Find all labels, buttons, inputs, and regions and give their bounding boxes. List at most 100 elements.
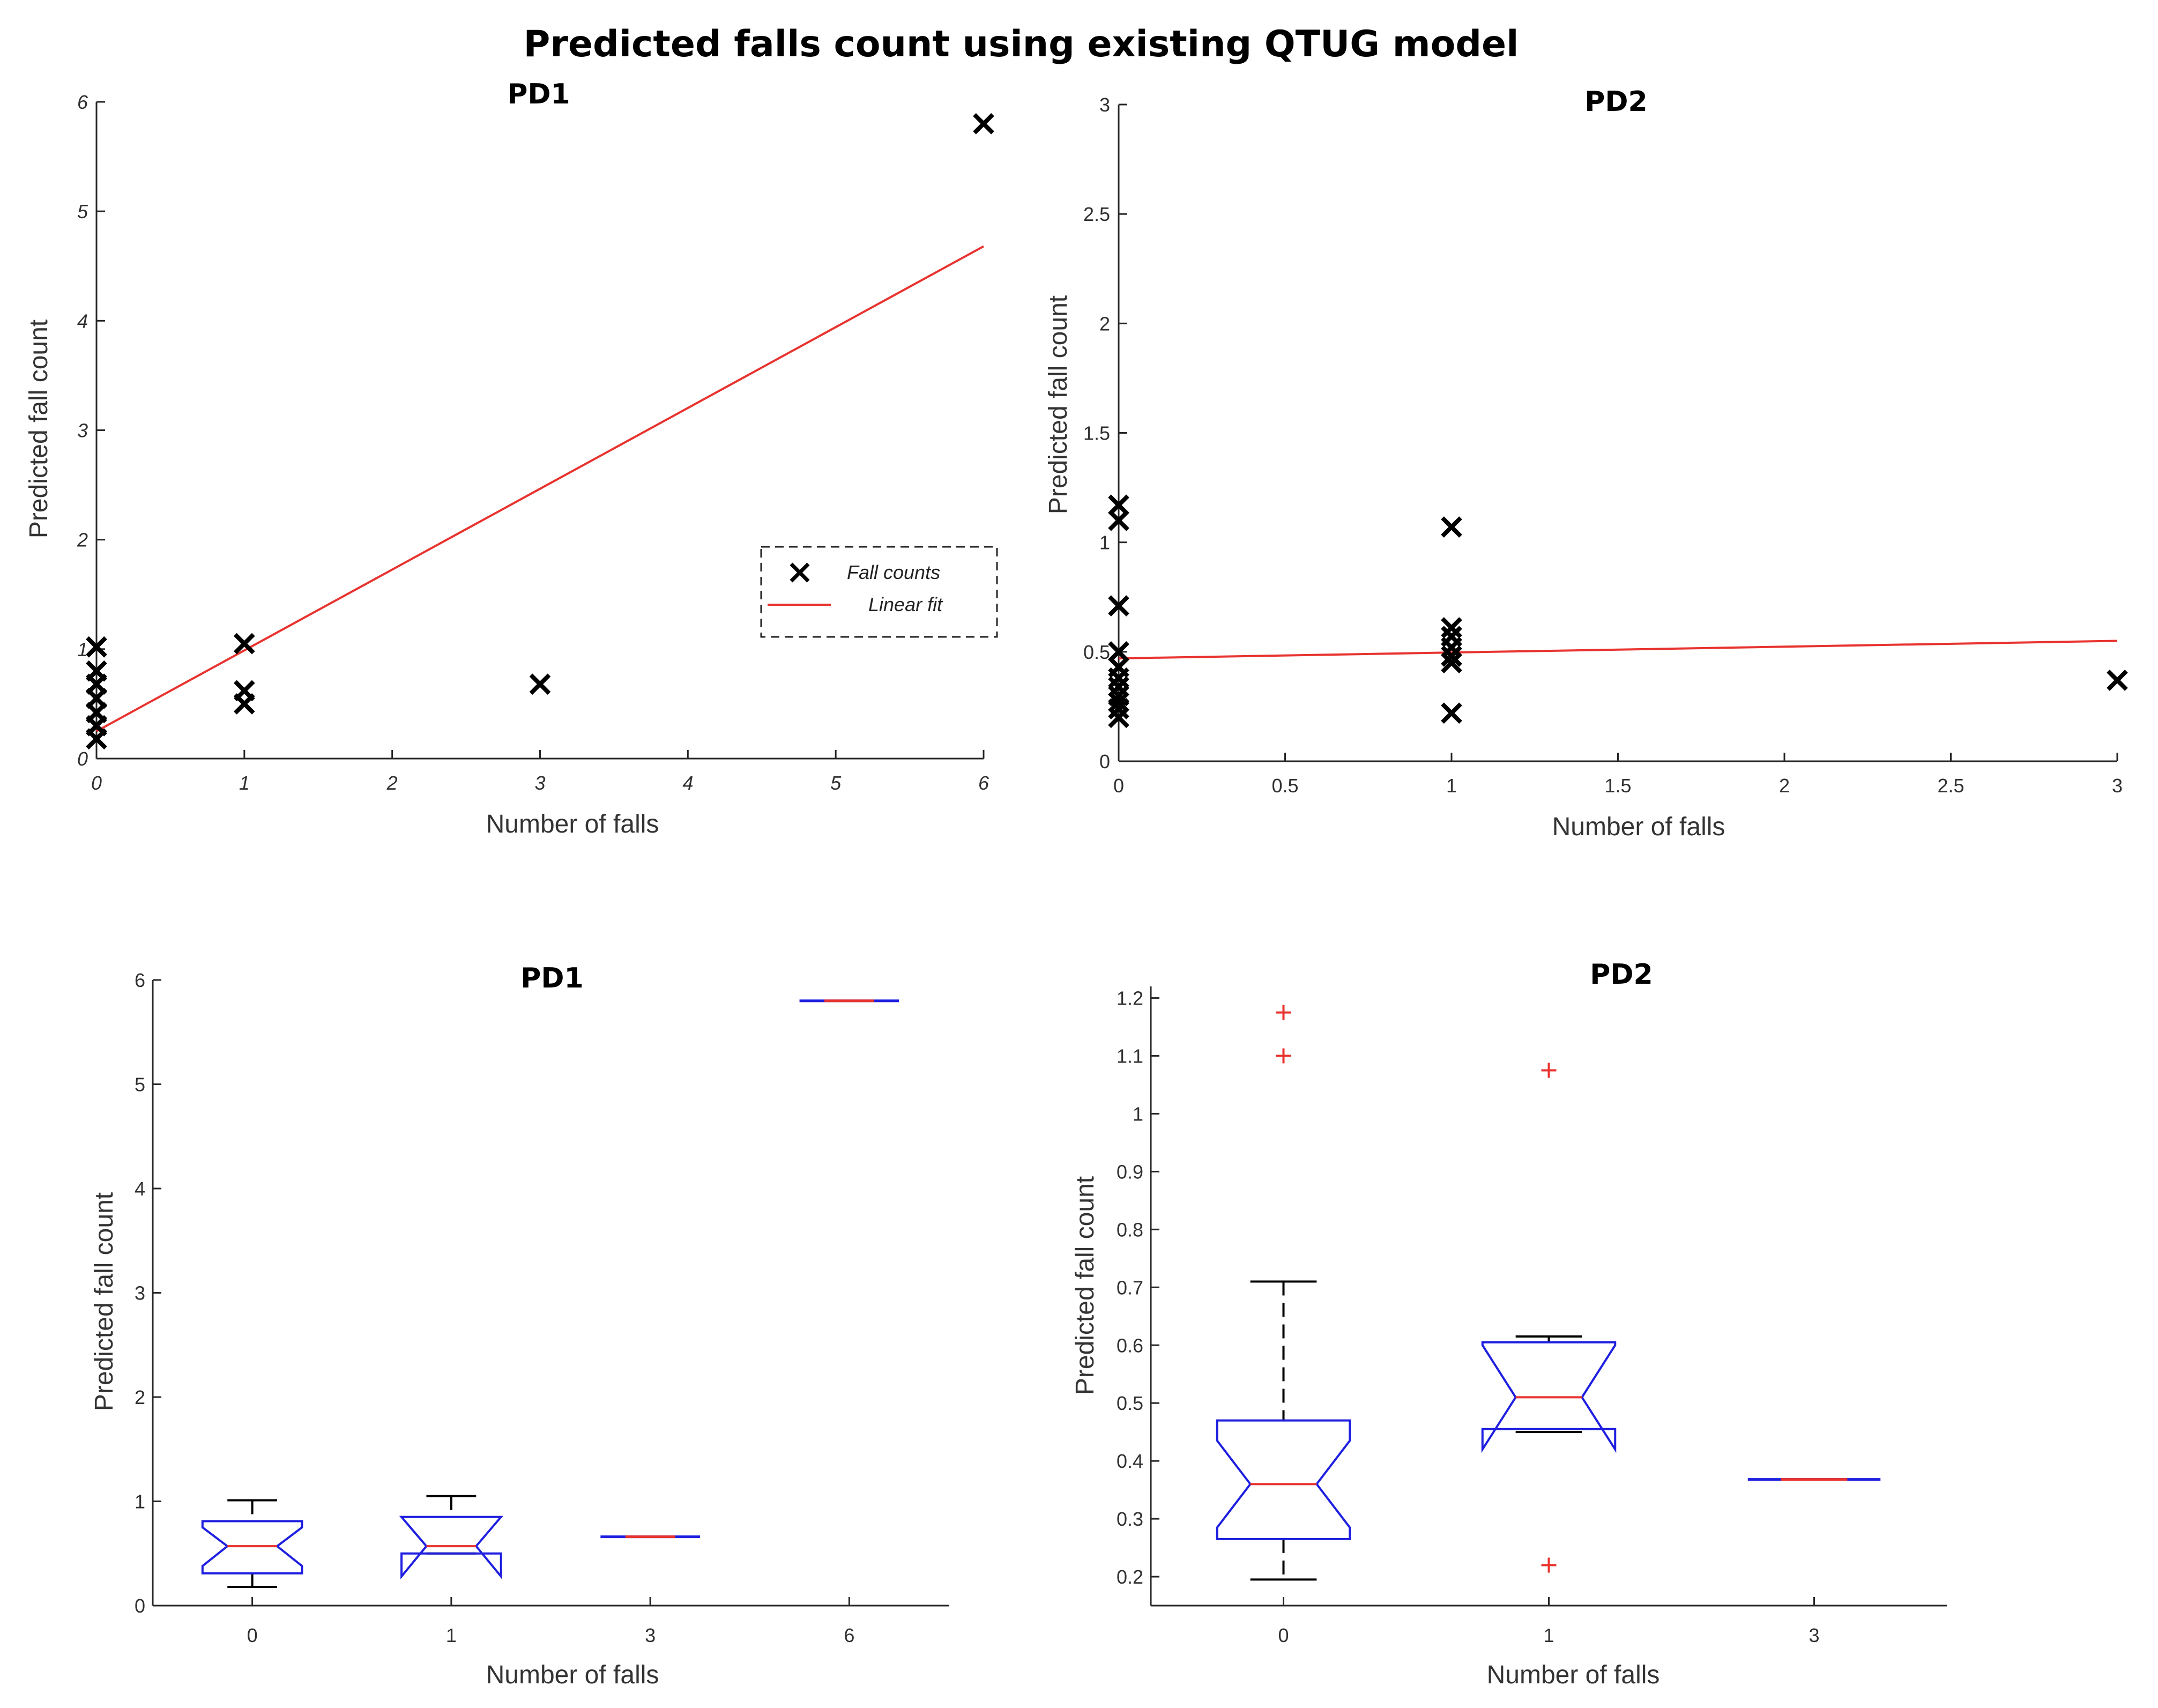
y-tick-label: 0.9	[1117, 1161, 1143, 1183]
fall-count-marker	[1108, 510, 1129, 531]
y-tick-label: 1.5	[1083, 422, 1110, 444]
x-tick-label: 2.5	[1937, 775, 1964, 797]
fall-count-marker	[1441, 617, 1462, 638]
notched-box	[1216, 1419, 1351, 1540]
y-tick-label: 0.3	[1117, 1508, 1143, 1530]
outlier-marker	[1276, 1048, 1291, 1064]
y-tick-label: 2	[77, 529, 88, 551]
x-tick-label: 1	[446, 1624, 457, 1646]
fall-count-marker	[1108, 641, 1129, 663]
fall-count-marker	[234, 633, 255, 655]
x-tick-label: 4	[682, 772, 693, 794]
fall-count-marker	[1441, 516, 1462, 538]
x-tick-label: 0	[1278, 1624, 1289, 1646]
x-tick-label: 3	[1809, 1624, 1819, 1646]
outlier-marker	[1276, 1005, 1291, 1020]
y-tick-label: 0	[1099, 751, 1110, 773]
y-tick-label: 1.2	[1117, 987, 1143, 1009]
fall-count-marker	[86, 728, 107, 750]
pd1-box-title: PD1	[520, 962, 583, 994]
y-tick-label: 3	[135, 1282, 145, 1304]
x-tick-label: 3	[534, 772, 545, 794]
pd2-box-xlabel: Number of falls	[1487, 1661, 1660, 1689]
y-tick-label: 3	[1099, 94, 1110, 116]
pd1-scatter-xlabel: Number of falls	[486, 810, 659, 838]
y-tick-label: 1.1	[1117, 1045, 1143, 1067]
pd2-scatter-xlabel: Number of falls	[1552, 813, 1725, 841]
legend-label-fall-counts: Fall counts	[847, 561, 940, 583]
y-tick-label: 0.6	[1117, 1334, 1143, 1356]
pd1-scatter-ylabel: Predicted fall count	[25, 320, 53, 538]
legend-box	[760, 546, 998, 638]
pd1-box-ylabel: Predicted fall count	[90, 1192, 118, 1411]
x-tick-label: 2	[386, 772, 398, 794]
y-tick-label: 3	[77, 420, 88, 442]
fall-count-marker	[973, 113, 994, 135]
x-tick-label: 3	[2112, 775, 2123, 797]
y-tick-label: 0.4	[1117, 1450, 1143, 1472]
fall-count-marker	[1108, 676, 1129, 697]
legend-label-linear-fit: Linear fit	[868, 593, 943, 615]
pd1-scatter-title: PD1	[507, 78, 570, 110]
fall-count-marker	[234, 693, 255, 715]
fall-count-marker	[529, 673, 551, 695]
y-tick-label: 2.5	[1083, 203, 1110, 225]
y-tick-label: 4	[135, 1178, 145, 1200]
y-tick-label: 2	[135, 1386, 145, 1408]
fall-count-marker	[1108, 494, 1129, 516]
x-tick-label: 0	[247, 1624, 258, 1646]
x-tick-label: 0	[1113, 775, 1124, 797]
fall-count-marker	[1108, 707, 1129, 729]
fall-count-marker	[1108, 595, 1129, 617]
pd2-box-ylabel: Predicted fall count	[1071, 1176, 1099, 1395]
x-tick-label: 3	[645, 1624, 656, 1646]
fall-count-marker	[1441, 636, 1462, 658]
y-tick-label: 0	[77, 748, 88, 770]
y-tick-label: 5	[135, 1074, 145, 1096]
linear-fit-line	[1118, 640, 2118, 660]
pd2-scatter-panel: PD2 Number of falls Predicted fall count…	[1044, 86, 2128, 841]
y-tick-label: 0.8	[1117, 1219, 1143, 1241]
pd1-box-xlabel: Number of falls	[486, 1661, 659, 1689]
y-tick-label: 1	[1099, 532, 1110, 554]
y-tick-label: 0	[135, 1595, 145, 1617]
pd1-box-panel: PD1 Number of falls Predicted fall count…	[90, 962, 949, 1689]
x-tick-label: 2	[1779, 775, 1790, 797]
x-tick-label: 0	[91, 772, 102, 794]
legend-marker-icon	[790, 562, 810, 583]
x-tick-label: 0.5	[1271, 775, 1298, 797]
pd2-box-panel: PD2 Number of falls Predicted fall count…	[1071, 959, 1947, 1689]
y-tick-label: 0.2	[1117, 1566, 1143, 1588]
fall-count-marker	[1441, 645, 1462, 667]
x-tick-label: 1.5	[1604, 775, 1631, 797]
y-tick-label: 0.5	[1083, 641, 1110, 663]
pd2-box-title: PD2	[1590, 959, 1653, 991]
linear-fit-line	[96, 245, 984, 732]
fall-count-marker	[1441, 702, 1462, 724]
y-tick-label: 0.5	[1117, 1392, 1143, 1414]
outlier-marker	[1541, 1063, 1557, 1078]
x-tick-label: 1	[1543, 1624, 1554, 1646]
y-tick-label: 6	[77, 91, 88, 113]
x-tick-label: 5	[830, 772, 842, 794]
y-tick-label: 4	[77, 310, 88, 332]
y-tick-label: 6	[135, 969, 145, 991]
pd1-scatter-panel: PD1 Number of falls Predicted fall count…	[25, 78, 998, 838]
x-tick-label: 1	[1446, 775, 1457, 797]
y-tick-label: 5	[77, 200, 88, 222]
x-tick-label: 6	[978, 772, 989, 794]
x-tick-label: 6	[844, 1624, 854, 1646]
notched-box	[201, 1520, 303, 1575]
fall-count-marker	[1441, 652, 1462, 674]
fall-count-marker	[86, 636, 107, 658]
fall-count-marker	[1108, 691, 1129, 713]
x-tick-label: 1	[239, 772, 250, 794]
figure-title: Predicted falls count using existing QTU…	[524, 23, 1519, 65]
y-tick-label: 2	[1099, 313, 1110, 335]
pd2-scatter-ylabel: Predicted fall count	[1044, 295, 1073, 514]
fall-count-marker	[1108, 698, 1129, 719]
fall-count-marker	[2107, 670, 2128, 691]
fall-count-marker	[1108, 667, 1129, 689]
